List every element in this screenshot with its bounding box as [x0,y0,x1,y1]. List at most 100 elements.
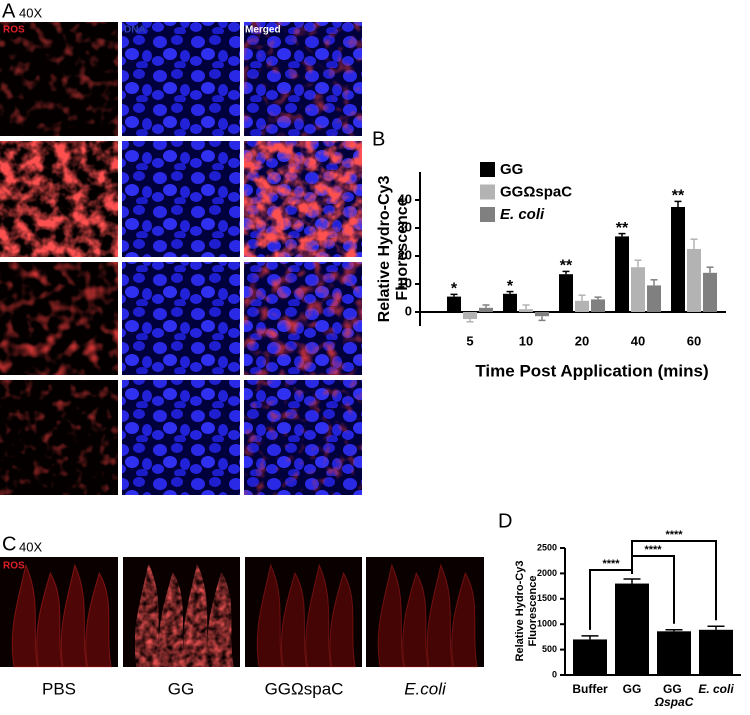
x-tick-label: GG [623,682,642,696]
tissue [256,563,283,668]
x-tick-label: Buffer [572,682,608,696]
y-tick-label: 1000 [537,619,557,629]
bar [535,312,549,317]
sample-label: E.coli [404,679,447,698]
tissue [329,571,356,668]
image [122,22,240,136]
x-tick-label: 10 [519,333,533,348]
y-tick-label: 20 [398,247,412,262]
tissue [402,571,429,668]
bar [559,274,573,312]
bar [447,296,461,312]
significance: ** [672,188,685,205]
bar [631,267,645,312]
tissue [207,571,234,668]
significance: ** [560,258,573,275]
bar [615,583,649,675]
significance: **** [665,529,683,541]
panel-label: D [498,510,512,532]
channel-label: ROS [3,25,25,36]
panel-label: A [2,0,16,22]
bar [671,207,685,312]
bar [575,300,589,312]
bar [591,299,605,312]
tissue [85,571,112,668]
bar [573,639,607,675]
magnification: 40X [19,5,42,20]
significance: ** [616,220,629,237]
image [122,262,240,375]
ros-signal [244,262,362,375]
panel-c-images [0,557,484,668]
significance-bracket [631,540,717,621]
x-axis-label: Time Post Application (mins) [475,361,708,380]
y-axis-label: Fluorescence [394,197,411,300]
y-tick-label: 1500 [537,593,557,603]
x-tick-label: GG ΩspaC [654,682,694,709]
tissue [11,563,39,668]
tissue [451,571,478,668]
bar [503,293,517,312]
y-tick-label: 10 [398,275,412,290]
label-line: ΩspaC [654,695,694,709]
x-tick-label: 60 [687,333,701,348]
legend-label: E. coli [500,206,545,223]
channel-label: Merged [245,25,281,36]
ros-signal [0,22,118,136]
legend-label: GGΩspaC [500,183,572,200]
ros-signal [0,380,118,495]
image [122,380,240,495]
sample-label: PBS [42,679,76,698]
bar [479,307,493,312]
tissue [377,563,405,668]
y-tick-label: 40 [398,191,412,206]
y-tick-label: 0 [405,303,412,318]
tissue [305,563,332,668]
significance: * [451,281,458,298]
bar [657,631,691,675]
x-tick-label: 5 [466,333,473,348]
y-axis-label: Relative Hydro-Cy3 [514,561,526,662]
image [122,141,240,257]
bar [647,285,661,312]
bar [463,312,477,319]
x-tick-label: 40 [631,333,645,348]
x-tick-label: 20 [575,333,589,348]
y-tick-label: 2000 [537,568,557,578]
significance: * [507,278,514,295]
tissue [426,563,454,668]
legend-swatch [480,207,495,222]
tissue [183,563,210,668]
label-line: GG [663,682,685,696]
panel-a-images [0,22,362,495]
ros-signal [244,380,362,495]
tissue [134,563,161,668]
channel-label: DNA [124,25,146,36]
significance: **** [644,544,662,556]
y-axis-label: Fluorescence [527,576,539,647]
y-axis-label: Relative Hydro-Cy3 [376,176,393,323]
tissue [60,563,88,668]
legend-label: GG [500,161,523,178]
ros-signal [0,141,118,257]
ros-signal [244,141,362,257]
panel-label: B [372,128,385,150]
image [245,557,362,667]
legend-swatch [480,162,495,177]
bar [687,249,701,312]
ros-signal [0,262,118,375]
x-tick-label: E. coli [698,682,734,696]
y-tick-label: 0 [552,669,557,679]
y-tick-label: 30 [398,219,412,234]
bar [699,629,733,675]
bar [519,309,533,312]
channel-label: ROS [3,561,25,572]
magnification: 40X [19,539,42,554]
legend-swatch [480,184,495,200]
tissue [158,571,186,668]
image [366,557,484,667]
ros-signal [244,22,362,136]
panel-label: C [2,533,16,555]
image [0,557,118,667]
